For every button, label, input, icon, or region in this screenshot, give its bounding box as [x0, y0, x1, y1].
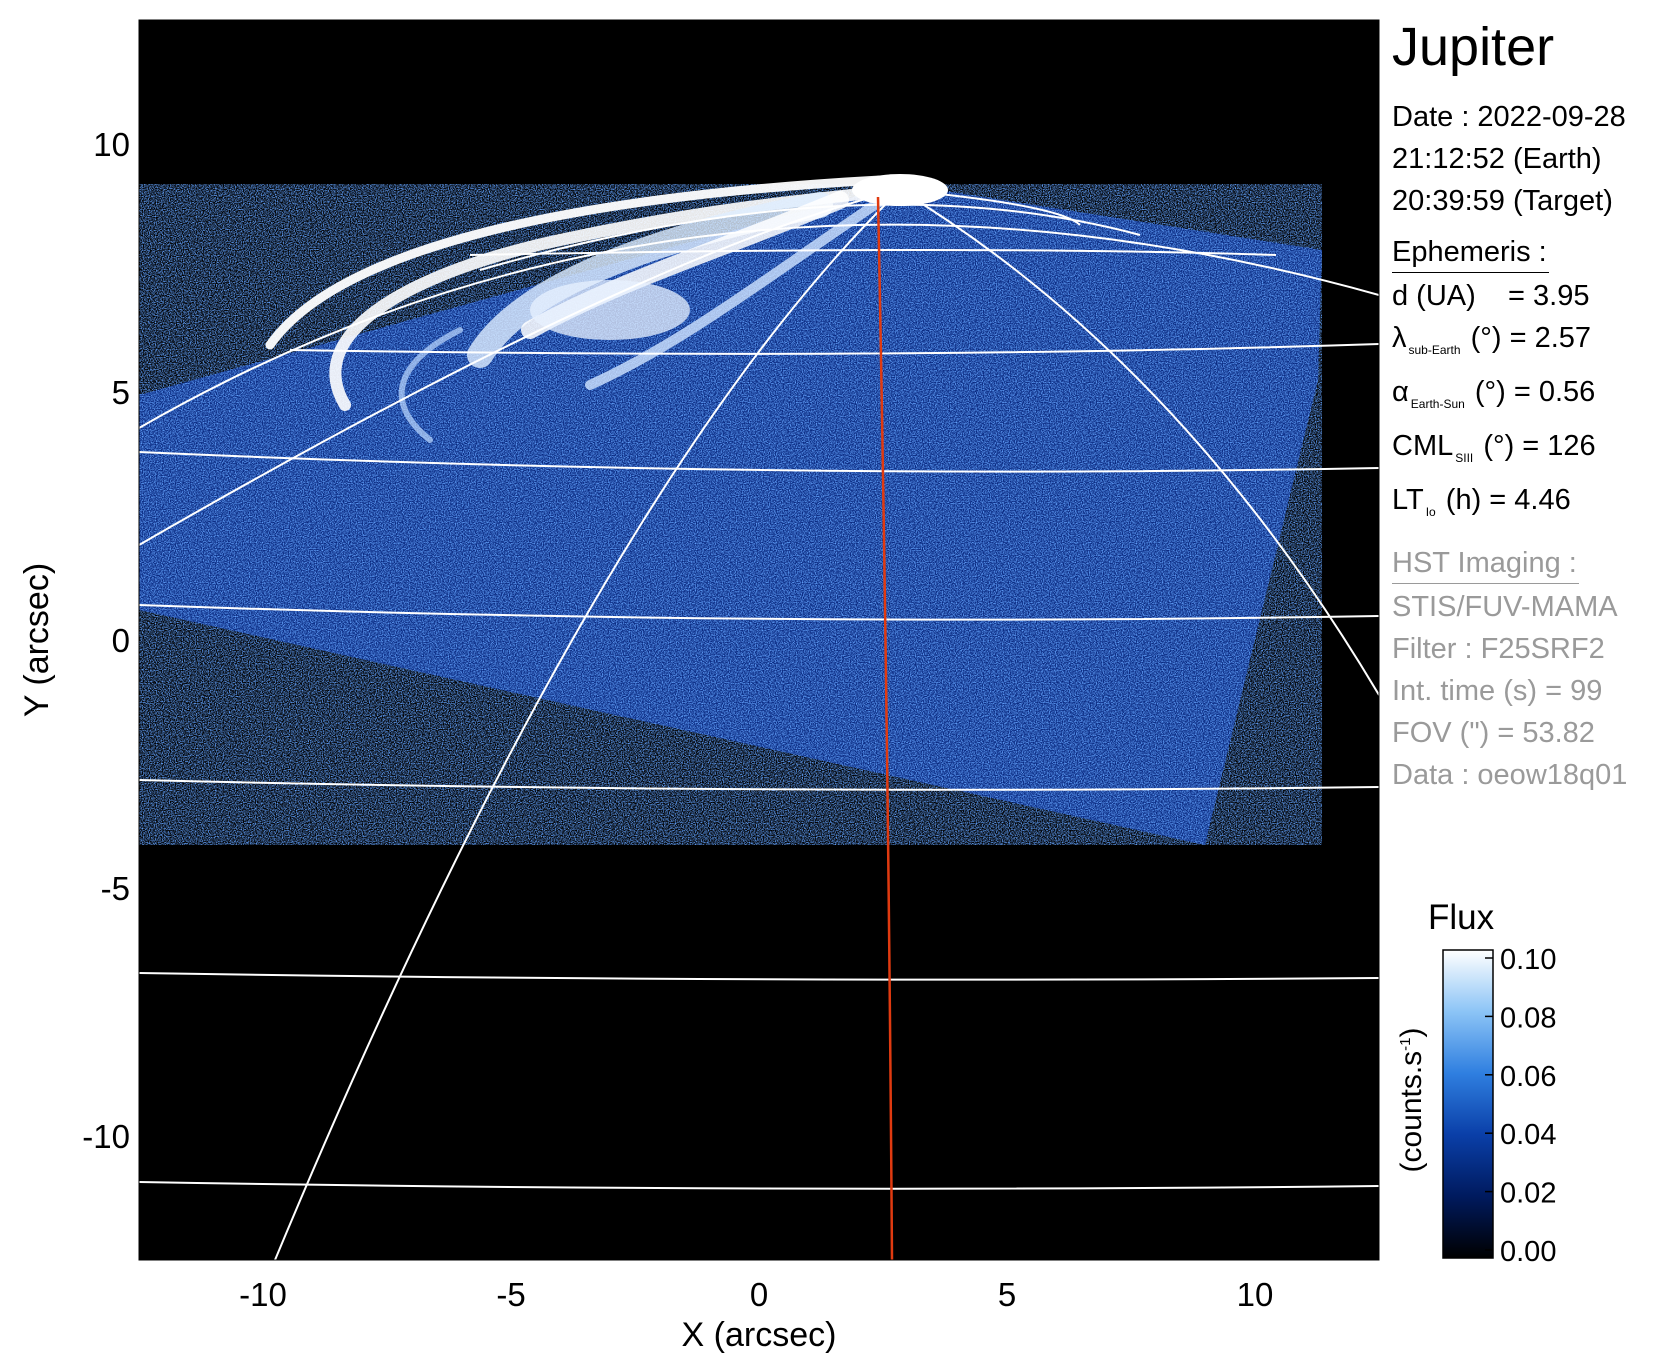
lambda-unit: (°)	[1470, 322, 1502, 354]
y-tick-label: 5	[112, 374, 130, 411]
x-tick-label: 10	[1237, 1276, 1274, 1313]
imaging-heading: HST Imaging :	[1392, 543, 1579, 584]
sub-earth-latitude-row: λ sub-Earth (°) = 2.57	[1392, 317, 1672, 371]
colorbar-tick-label: 0.00	[1500, 1236, 1556, 1268]
alpha-value: = 0.56	[1513, 376, 1596, 408]
x-tick-label: 0	[750, 1276, 768, 1313]
x-tick-label: -5	[496, 1276, 525, 1313]
alpha-symbol: α	[1392, 376, 1409, 408]
lt-unit: (h)	[1445, 484, 1482, 516]
target-time-line: 20:39:59 (Target)	[1392, 185, 1613, 217]
colorbar-tick-label: 0.02	[1500, 1178, 1556, 1210]
y-tick-label: -5	[101, 870, 130, 907]
colorbar-unit-text: (counts.s	[1395, 1050, 1428, 1173]
central-meridian-line	[876, 196, 894, 1260]
alpha-unit: (°)	[1474, 376, 1506, 408]
distance-value: = 3.95	[1508, 280, 1590, 312]
x-axis-ticks: -10 -5 0 5 10	[239, 1276, 1273, 1313]
distance-row: d (UA) = 3.95	[1392, 275, 1672, 317]
dataset-line: Data : oeow18q01	[1392, 759, 1628, 791]
lambda-subscript: sub-Earth	[1408, 343, 1461, 357]
earth-time-line: 21:12:52 (Earth)	[1392, 143, 1602, 175]
aurora-emission	[265, 174, 948, 443]
lambda-symbol: λ	[1392, 322, 1407, 354]
y-axis-ticks: 10 5 0 -5 -10	[82, 126, 130, 1155]
io-local-time-row: LT Io (h) = 4.46	[1392, 479, 1672, 533]
planet-title: Jupiter	[1392, 17, 1555, 77]
cml-symbol: CML	[1392, 430, 1454, 462]
colorbar-tick-label: 0.04	[1500, 1119, 1556, 1151]
info-panel: Jupiter Date : 2022-09-28 21:12:52 (Eart…	[1392, 14, 1672, 796]
alpha-subscript: Earth-Sun	[1410, 397, 1465, 411]
lt-subscript: Io	[1425, 505, 1436, 519]
y-tick-label: 10	[93, 126, 130, 163]
colorbar-unit-label: (counts.s-1)	[1395, 1027, 1429, 1172]
distance-label: d (UA)	[1392, 280, 1476, 312]
instrument-line: STIS/FUV-MAMA	[1392, 591, 1618, 623]
cml-subscript: SIII	[1455, 451, 1474, 465]
filter-line: Filter : F25SRF2	[1392, 633, 1605, 665]
y-tick-label: 0	[112, 622, 130, 659]
ephemeris-heading: Ephemeris :	[1392, 232, 1549, 273]
image-frame	[138, 19, 1380, 1261]
x-axis-label: X (arcsec)	[682, 1316, 837, 1354]
phase-angle-row: α Earth-Sun (°) = 0.56	[1392, 371, 1672, 425]
x-tick-label: 5	[998, 1276, 1016, 1313]
y-axis-label: Y (arcsec)	[18, 563, 56, 717]
cml-unit: (°)	[1483, 430, 1515, 462]
integration-time-line: Int. time (s) = 99	[1392, 675, 1603, 707]
colorbar-tick-label: 0.10	[1500, 944, 1556, 976]
cml-value: = 126	[1522, 430, 1596, 462]
colorbar-tick-label: 0.08	[1500, 1002, 1556, 1034]
date-line: Date : 2022-09-28	[1392, 101, 1626, 133]
y-tick-label: -10	[82, 1118, 130, 1155]
detector-field-noise	[139, 184, 1322, 845]
imaging-section: HST Imaging : STIS/FUV-MAMA Filter : F25…	[1392, 543, 1672, 796]
lambda-value: = 2.57	[1509, 322, 1592, 354]
ephemeris-section: Ephemeris : d (UA) = 3.95 λ sub-Earth (°)…	[1392, 232, 1672, 533]
x-tick-label: -10	[239, 1276, 287, 1313]
colorbar-gradient	[1442, 949, 1494, 1259]
colorbar-unit-exponent: -1	[1397, 1037, 1414, 1051]
image-content	[139, 174, 1379, 1260]
lt-value: = 4.46	[1489, 484, 1571, 516]
colorbar-ticks: 0.10 0.08 0.06 0.04 0.02 0.00	[1485, 944, 1556, 1268]
colorbar-tick-label: 0.06	[1500, 1061, 1556, 1093]
cml-row: CML SIII (°) = 126	[1392, 425, 1672, 479]
colorbar-title: Flux	[1428, 898, 1495, 937]
lt-symbol: LT	[1392, 484, 1424, 516]
fov-line: FOV (") = 53.82	[1392, 717, 1595, 749]
planetographic-grid	[139, 189, 1379, 1260]
colorbar-unit-close: )	[1395, 1027, 1428, 1038]
